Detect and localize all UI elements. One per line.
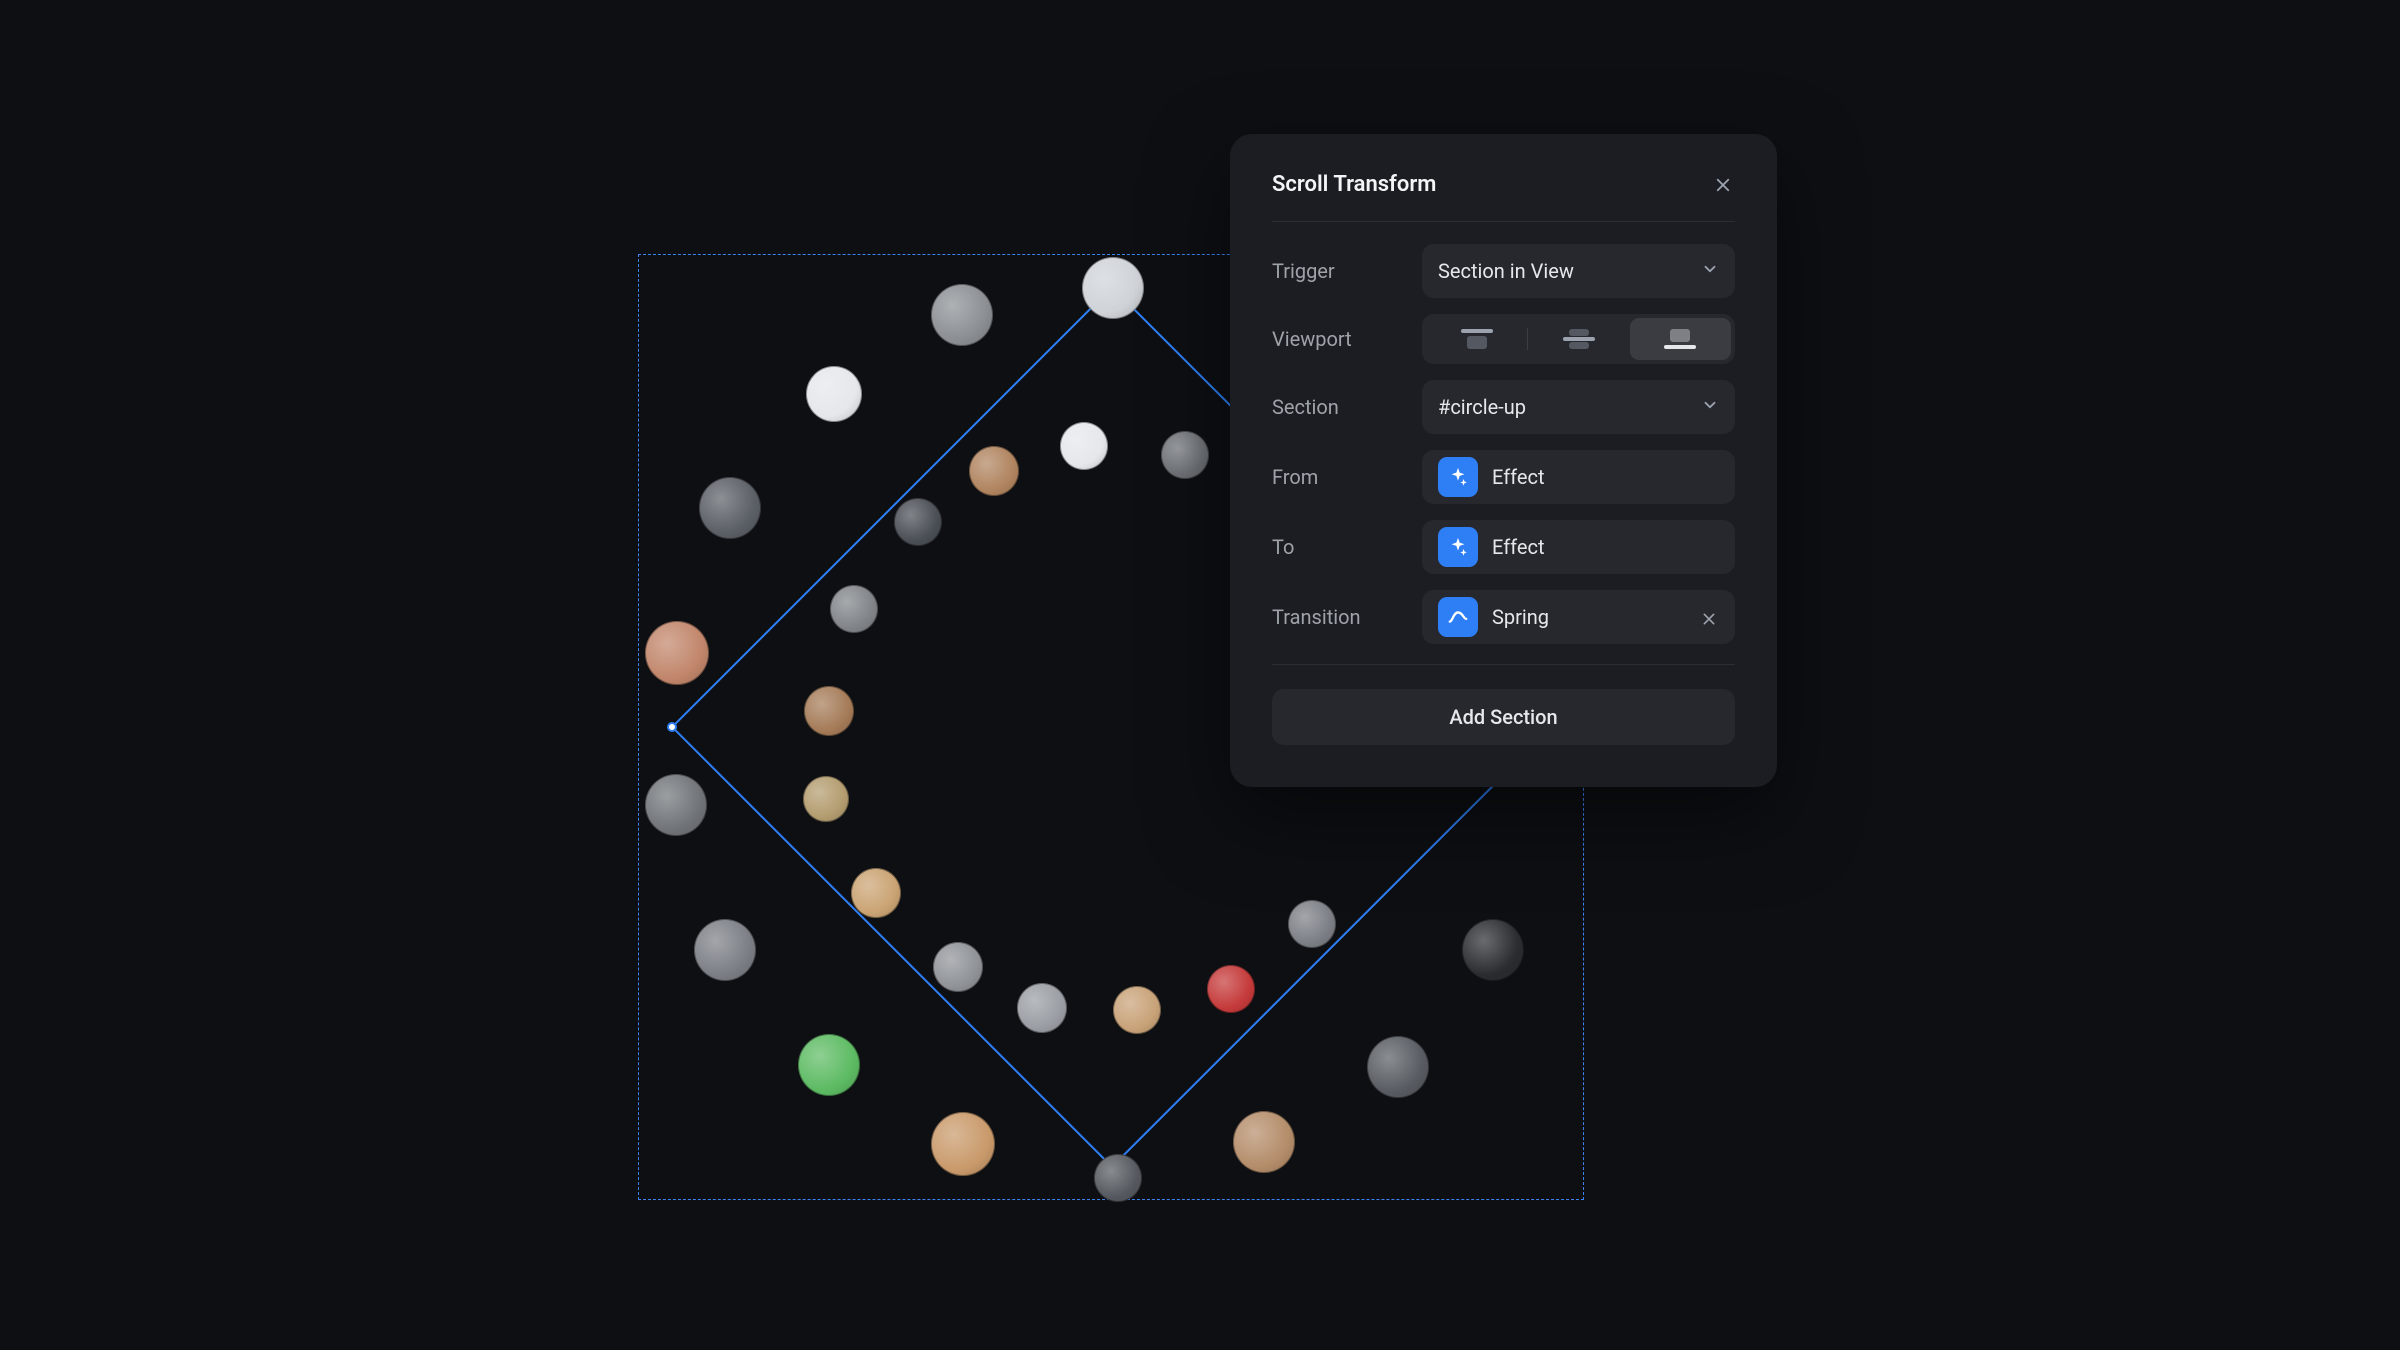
selection-handle[interactable]	[667, 722, 677, 732]
viewport-option-bottom[interactable]	[1630, 318, 1731, 360]
avatar[interactable]	[804, 686, 854, 736]
panel-title: Scroll Transform	[1272, 172, 1436, 197]
section-row: Section #circle-up	[1272, 380, 1735, 434]
avatar[interactable]	[798, 1034, 860, 1096]
to-value: Effect	[1492, 535, 1544, 559]
add-section-label: Add Section	[1449, 705, 1557, 729]
avatar[interactable]	[1094, 1154, 1142, 1202]
align-bottom-icon	[1664, 329, 1696, 349]
trigger-value: Section in View	[1438, 259, 1574, 283]
section-label: Section	[1272, 395, 1422, 419]
to-effect-button[interactable]: Effect	[1422, 520, 1735, 574]
viewport-row: Viewport	[1272, 314, 1735, 364]
avatar[interactable]	[694, 919, 756, 981]
viewport-label: Viewport	[1272, 327, 1422, 351]
avatar[interactable]	[1082, 257, 1144, 319]
avatar[interactable]	[699, 477, 761, 539]
avatar[interactable]	[1017, 983, 1067, 1033]
transition-label: Transition	[1272, 605, 1422, 629]
avatar[interactable]	[645, 774, 707, 836]
avatar[interactable]	[806, 366, 862, 422]
avatar[interactable]	[830, 585, 878, 633]
trigger-label: Trigger	[1272, 259, 1422, 283]
avatar[interactable]	[931, 1112, 995, 1176]
avatar[interactable]	[931, 284, 993, 346]
trigger-select[interactable]: Section in View	[1422, 244, 1735, 298]
align-center-icon	[1563, 329, 1595, 349]
to-row: To Effect	[1272, 520, 1735, 574]
close-panel-button[interactable]	[1711, 173, 1735, 197]
avatar[interactable]	[803, 776, 849, 822]
avatar[interactable]	[645, 621, 709, 685]
from-label: From	[1272, 465, 1422, 489]
spring-curve-icon	[1438, 597, 1478, 637]
avatar[interactable]	[933, 942, 983, 992]
add-section-button[interactable]: Add Section	[1272, 689, 1735, 745]
avatar[interactable]	[1207, 965, 1255, 1013]
avatar[interactable]	[1113, 986, 1161, 1034]
avatar[interactable]	[969, 446, 1019, 496]
avatar[interactable]	[1233, 1111, 1295, 1173]
panel-header: Scroll Transform	[1272, 172, 1735, 222]
transition-button[interactable]: Spring	[1422, 590, 1735, 644]
clear-transition-icon[interactable]	[1701, 608, 1719, 626]
from-effect-button[interactable]: Effect	[1422, 450, 1735, 504]
section-value: #circle-up	[1438, 395, 1526, 419]
sparkle-icon	[1438, 457, 1478, 497]
chevron-down-icon	[1701, 395, 1719, 419]
from-row: From Effect	[1272, 450, 1735, 504]
avatar[interactable]	[1161, 431, 1209, 479]
to-label: To	[1272, 535, 1422, 559]
trigger-row: Trigger Section in View	[1272, 244, 1735, 298]
viewport-segmented-control	[1422, 314, 1735, 364]
from-value: Effect	[1492, 465, 1544, 489]
transition-row: Transition Spring	[1272, 590, 1735, 644]
scroll-transform-panel: Scroll Transform Trigger Section in View…	[1230, 134, 1777, 787]
viewport-option-center[interactable]	[1528, 318, 1629, 360]
avatar[interactable]	[1462, 919, 1524, 981]
align-top-icon	[1461, 329, 1493, 349]
avatar[interactable]	[1060, 422, 1108, 470]
avatar[interactable]	[1288, 900, 1336, 948]
panel-divider	[1272, 664, 1735, 665]
avatar[interactable]	[894, 498, 942, 546]
sparkle-icon	[1438, 527, 1478, 567]
avatar[interactable]	[851, 868, 901, 918]
avatar[interactable]	[1367, 1036, 1429, 1098]
viewport-option-top[interactable]	[1426, 318, 1527, 360]
chevron-down-icon	[1701, 259, 1719, 283]
transition-value: Spring	[1492, 605, 1549, 629]
section-select[interactable]: #circle-up	[1422, 380, 1735, 434]
